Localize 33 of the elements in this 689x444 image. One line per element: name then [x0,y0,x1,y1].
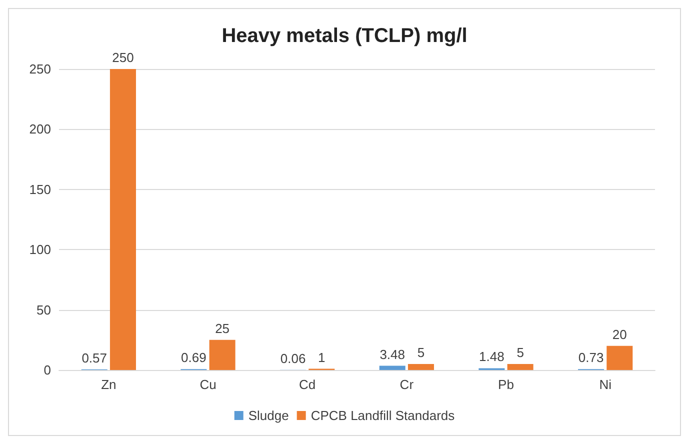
y-tick-label: 0 [44,362,51,378]
y-tick-label: 50 [36,302,51,318]
y-tick-label: 200 [29,122,51,137]
legend-label: CPCB Landfill Standards [310,408,456,423]
x-tick-label: Pb [498,377,514,392]
x-tick-label: Cd [299,377,316,392]
y-tick-label: 250 [29,62,51,76]
data-label: 0.73 [578,350,604,366]
data-label: 0.06 [280,350,306,366]
x-tick-label: Cr [400,377,414,392]
data-label: 0.57 [82,350,108,366]
y-tick-label: 100 [29,242,51,258]
data-label: 3.48 [380,346,406,362]
bar [408,364,434,370]
bar [606,346,633,370]
data-label: 5 [417,344,425,360]
x-tick-label: Ni [599,377,612,392]
chart-title: Heavy metals (TCLP) mg/l [222,25,468,47]
data-label: 5 [516,344,524,360]
y-tick-label: 150 [29,182,51,197]
x-tick-label: Zn [101,377,116,392]
bar [110,69,136,370]
data-label: 0.69 [181,350,206,366]
bar [209,340,236,370]
legend-label: Sludge [248,408,289,423]
data-label: 1 [318,350,326,365]
data-label: 1.48 [479,349,504,364]
data-label: 20 [612,326,627,342]
x-tick-label: Cu [200,377,216,392]
bar [507,364,534,370]
bar [379,366,406,370]
data-label: 25 [215,320,230,336]
data-label: 250 [112,50,134,65]
